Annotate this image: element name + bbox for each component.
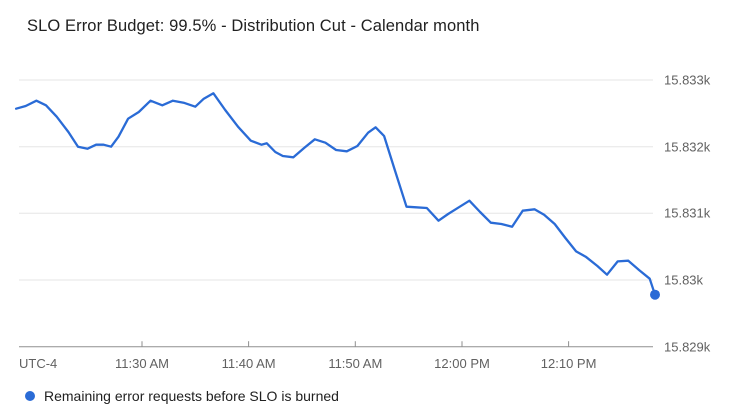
latest-value-marker[interactable] (650, 289, 660, 300)
y-tick-label: 15.829k (664, 339, 711, 355)
series-marker-icon (25, 391, 35, 401)
x-tick-label: 11:30 AM (115, 356, 169, 371)
y-tick-label: 15.833k (664, 72, 711, 88)
x-tick-label: 11:50 AM (328, 356, 383, 371)
x-tick-label: 12:10 PM (540, 356, 597, 371)
legend-label: Remaining error requests before SLO is b… (44, 388, 339, 404)
x-tick-label: 11:40 AM (221, 356, 276, 371)
series-line[interactable] (14, 92, 657, 296)
y-tick-label: 15.83k (664, 272, 704, 288)
legend-item[interactable]: Remaining error requests before SLO is b… (25, 388, 339, 404)
timezone-label: UTC-4 (19, 356, 58, 371)
y-tick-label: 15.831k (664, 205, 711, 221)
chart-title: SLO Error Budget: 99.5% - Distribution C… (27, 17, 480, 35)
x-tick-label: 12:00 PM (434, 356, 490, 371)
y-tick-label: 15.832k (664, 139, 711, 155)
